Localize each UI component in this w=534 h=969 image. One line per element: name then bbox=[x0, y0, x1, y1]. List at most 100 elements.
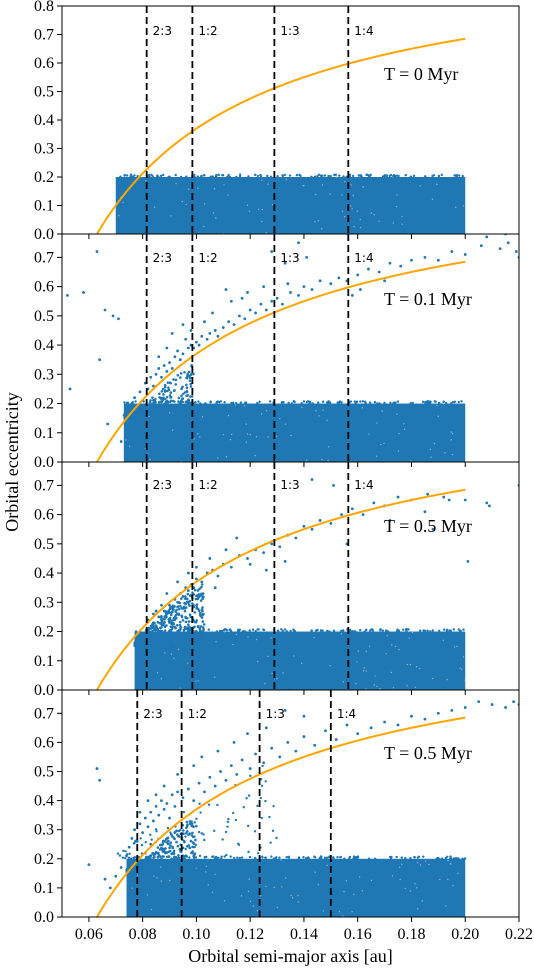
scatter-point bbox=[423, 717, 427, 721]
belt-edge-point bbox=[266, 174, 269, 178]
belt-edge-point bbox=[348, 855, 352, 859]
plot-area bbox=[87, 690, 519, 917]
belt-speck bbox=[290, 894, 292, 897]
belt-edge-point bbox=[293, 630, 297, 633]
scatter-point bbox=[283, 708, 287, 712]
belt-edge-point bbox=[247, 175, 250, 178]
belt-speck bbox=[280, 859, 282, 861]
belt-speck bbox=[409, 663, 412, 666]
belt-speck bbox=[338, 910, 341, 913]
scatter-point bbox=[165, 612, 169, 616]
belt-speck bbox=[214, 873, 216, 875]
scatter-point bbox=[138, 650, 142, 654]
wedge-point bbox=[165, 865, 169, 869]
scatter-point bbox=[200, 580, 204, 584]
scatter-point bbox=[221, 326, 225, 329]
belt-speck bbox=[352, 194, 354, 197]
wedge-point bbox=[140, 843, 144, 847]
wedge-point bbox=[161, 861, 164, 864]
belt-speck bbox=[267, 436, 269, 438]
wedge-point bbox=[148, 410, 151, 414]
belt-speck bbox=[392, 222, 394, 224]
wedge-point bbox=[154, 828, 158, 831]
wedge-point bbox=[184, 620, 188, 624]
wedge-point bbox=[203, 838, 206, 842]
wedge-point bbox=[141, 411, 144, 415]
belt-edge-point bbox=[238, 856, 242, 860]
belt-speck bbox=[460, 668, 463, 670]
scatter-point bbox=[157, 355, 161, 359]
belt-speck bbox=[370, 212, 373, 214]
belt-edge-point bbox=[379, 628, 382, 631]
belt-edge-point bbox=[310, 175, 313, 179]
belt-speck bbox=[398, 866, 401, 868]
scatter-point bbox=[173, 805, 177, 808]
belt-edge-point bbox=[397, 174, 400, 178]
panel-label: T = 0 Myr bbox=[384, 64, 458, 84]
belt-edge-point bbox=[196, 175, 199, 178]
scatter-point bbox=[168, 816, 171, 820]
belt-speck bbox=[211, 891, 214, 893]
belt-fill bbox=[123, 403, 466, 462]
belt-edge-point bbox=[133, 174, 136, 177]
wedge-point bbox=[166, 842, 170, 846]
scatter-point bbox=[329, 521, 333, 525]
wedge-point bbox=[182, 633, 186, 637]
scatter-point bbox=[350, 507, 354, 511]
wedge-point bbox=[194, 843, 198, 847]
belt-edge-point bbox=[316, 175, 319, 178]
wedge-point bbox=[189, 594, 192, 597]
scatter-point bbox=[283, 261, 287, 265]
wedge-point bbox=[195, 817, 198, 821]
wedge-point bbox=[185, 383, 188, 387]
belt-speck bbox=[297, 894, 299, 897]
belt-edge-point bbox=[308, 401, 311, 405]
scatter-point bbox=[186, 346, 190, 350]
belt-speck bbox=[344, 215, 346, 218]
scatter-point bbox=[181, 796, 185, 800]
wedge-point bbox=[163, 618, 166, 621]
wedge-point bbox=[184, 835, 187, 838]
wedge-point bbox=[187, 833, 190, 837]
belt-edge-point bbox=[359, 628, 362, 632]
scatter-point bbox=[152, 612, 155, 616]
wedge-point bbox=[216, 803, 219, 807]
wedge-point bbox=[150, 637, 154, 640]
wedge-point bbox=[139, 643, 142, 647]
belt-speck bbox=[376, 422, 378, 424]
wedge-point bbox=[185, 826, 188, 830]
wedge-point bbox=[144, 840, 148, 844]
wedge-point bbox=[193, 625, 196, 629]
wedge-point bbox=[170, 611, 173, 614]
scatter-point bbox=[141, 653, 145, 657]
wedge-point bbox=[160, 414, 163, 417]
y-tick-label: 0.6 bbox=[34, 279, 54, 296]
wedge-point bbox=[170, 619, 173, 622]
scatter-point bbox=[332, 483, 335, 487]
wedge-point bbox=[195, 630, 198, 633]
wedge-point bbox=[182, 855, 186, 858]
wedge-point bbox=[161, 866, 164, 870]
scatter-point bbox=[229, 764, 233, 768]
scatter-point bbox=[219, 770, 223, 773]
belt-edge-point bbox=[442, 400, 445, 403]
belt-edge-point bbox=[288, 174, 292, 177]
belt-speck bbox=[203, 203, 206, 205]
belt-fill bbox=[115, 177, 466, 234]
belt-edge-point bbox=[287, 401, 290, 405]
scatter-point bbox=[262, 551, 266, 555]
y-tick-label: 0.1 bbox=[34, 425, 54, 442]
belt-edge-point bbox=[327, 174, 330, 178]
wedge-point bbox=[164, 631, 168, 635]
wedge-point bbox=[172, 389, 176, 393]
y-tick-label: 0.1 bbox=[34, 653, 54, 670]
belt-edge-point bbox=[321, 400, 325, 403]
wedge-point bbox=[155, 830, 158, 833]
wedge-point bbox=[149, 624, 153, 628]
belt-speck bbox=[181, 200, 183, 203]
wedge-point bbox=[151, 396, 154, 399]
belt-speck bbox=[390, 671, 393, 674]
scatter-point bbox=[68, 387, 72, 391]
wedge-point bbox=[180, 394, 183, 398]
belt-speck bbox=[385, 652, 387, 655]
